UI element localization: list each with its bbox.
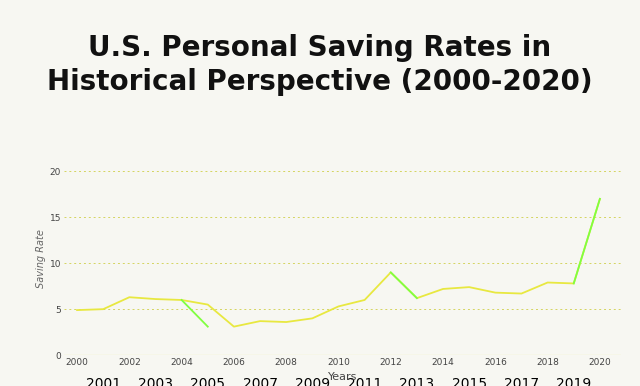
Text: Years: Years [328,372,357,382]
Text: U.S. Personal Saving Rates in
Historical Perspective (2000-2020): U.S. Personal Saving Rates in Historical… [47,34,593,96]
Y-axis label: Saving Rate: Saving Rate [36,229,45,288]
